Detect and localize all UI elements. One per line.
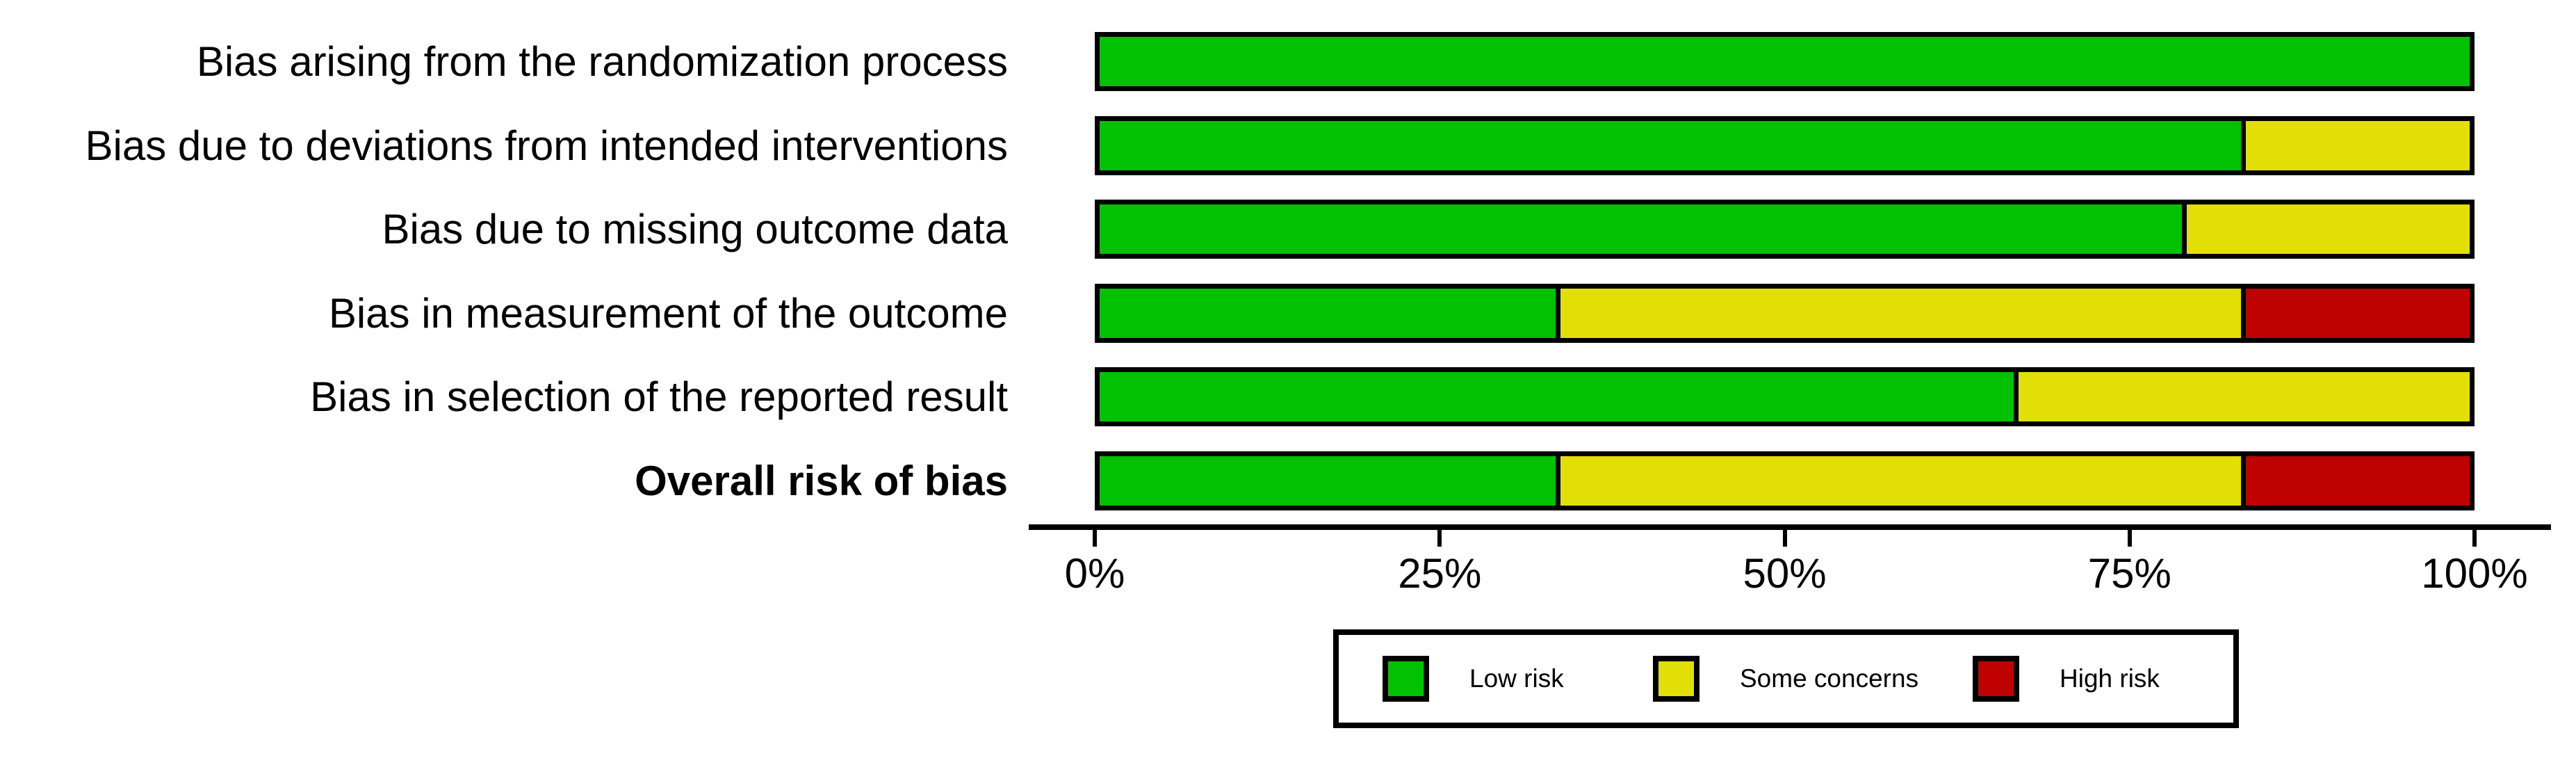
x-axis-tick-25: [1437, 530, 1442, 547]
stacked-bar-overall: [1095, 451, 2475, 510]
stacked-bar-randomization: [1095, 32, 2475, 91]
bar-segment-some_concerns: [2240, 121, 2470, 170]
stacked-bar-deviations: [1095, 116, 2475, 175]
stacked-bar-missing-data: [1095, 200, 2475, 259]
legend-item-low-risk: Low risk: [1383, 635, 1564, 723]
high-risk-swatch-icon: [1973, 656, 2019, 702]
legend-label-some-concerns: Some concerns: [1740, 664, 1919, 693]
x-axis-tick-label-75: 75%: [2087, 550, 2171, 597]
domain-label-overall: Overall risk of bias: [635, 458, 1008, 504]
x-axis-tick-label-0: 0%: [1064, 550, 1125, 597]
stacked-bar-measurement: [1095, 284, 2475, 343]
x-axis-tick-label-25: 25%: [1398, 550, 1482, 597]
x-axis-tick-label-50: 50%: [1743, 550, 1827, 597]
bar-segment-high: [2240, 456, 2470, 506]
bar-segment-some_concerns: [1556, 456, 2241, 506]
bar-segment-low: [1100, 456, 1556, 506]
domain-label-selection: Bias in selection of the reported result: [310, 373, 1008, 420]
bar-segment-some_concerns: [2182, 204, 2470, 254]
bar-segment-some_concerns: [2013, 372, 2470, 421]
bar-segment-high: [2240, 289, 2470, 338]
x-axis-tick-100: [2472, 530, 2477, 547]
x-axis-tick-label-100: 100%: [2421, 550, 2528, 597]
domain-label-measurement: Bias in measurement of the outcome: [328, 290, 1008, 337]
stacked-bar-selection: [1095, 367, 2475, 426]
domain-label-deviations: Bias due to deviations from intended int…: [85, 122, 1008, 169]
bar-segment-low: [1100, 204, 2183, 254]
x-axis-line: [1029, 524, 2551, 530]
bar-segment-low: [1100, 37, 2470, 86]
legend: Low risk Some concerns High risk: [1333, 629, 2239, 728]
x-axis-tick-0: [1093, 530, 1097, 547]
x-axis-tick-50: [1782, 530, 1787, 547]
legend-label-high-risk: High risk: [2060, 664, 2160, 693]
legend-item-high-risk: High risk: [1973, 635, 2160, 723]
domain-label-randomization: Bias arising from the randomization proc…: [196, 38, 1008, 85]
low-risk-swatch-icon: [1383, 656, 1429, 702]
some-concerns-swatch-icon: [1653, 656, 1699, 702]
bar-segment-some_concerns: [1556, 289, 2241, 338]
domain-label-missing-data: Bias due to missing outcome data: [382, 206, 1009, 252]
x-axis-tick-75: [2127, 530, 2132, 547]
legend-item-some-concerns: Some concerns: [1653, 635, 1918, 723]
legend-label-low-risk: Low risk: [1469, 664, 1564, 693]
bar-segment-low: [1100, 121, 2241, 170]
bar-segment-low: [1100, 372, 2014, 421]
bar-segment-low: [1100, 289, 1556, 338]
